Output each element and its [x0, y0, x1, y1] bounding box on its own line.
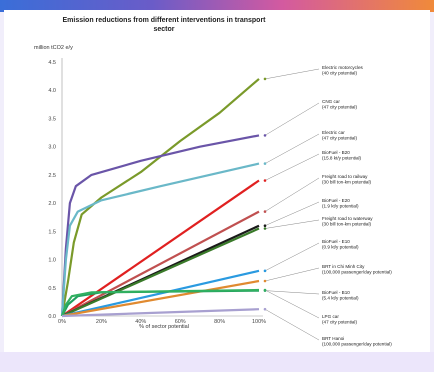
- legend-sublabel: (47 city potential): [322, 105, 357, 110]
- legend-label: Electric motorcycles: [322, 65, 364, 70]
- legend-marker: [263, 288, 267, 292]
- legend-marker: [263, 210, 267, 213]
- chart-title-line1: Emission reductions from different inter…: [62, 17, 266, 24]
- bottom-band: [0, 352, 434, 372]
- legend-label: BioFuel - E10: [322, 239, 350, 244]
- y-tick-label: 3.5: [48, 116, 56, 122]
- x-tick-label: 40%: [135, 319, 146, 325]
- legend-label: CNG car: [322, 99, 340, 104]
- x-axis-label: % of sector potential: [139, 324, 189, 330]
- legend-sublabel: (30 bill ton-km potential): [322, 180, 371, 185]
- x-tick-label: 60%: [175, 319, 186, 325]
- top-color-band: [0, 0, 434, 12]
- x-tick-label: 20%: [96, 319, 107, 325]
- y-tick-label: 4.5: [48, 60, 56, 66]
- series-line-9: [61, 279, 260, 318]
- legend-label: LPG car: [322, 314, 339, 319]
- series-line-8: [61, 269, 260, 318]
- legend-label: Electric car: [322, 130, 345, 135]
- legend-label: Freight road to waterway: [322, 216, 373, 221]
- legend-marker: [263, 134, 267, 137]
- legend-leader-line: [264, 267, 320, 282]
- legend-label: BRT in Chi Minh City: [322, 264, 365, 269]
- series-line-7: [61, 227, 260, 318]
- slide: Emission reductions from different inter…: [4, 10, 430, 352]
- legend-sublabel: (5.4 kt/y potential): [322, 296, 359, 301]
- legend-marker: [263, 307, 267, 311]
- legend-sublabel: (1.9 kt/y potential): [322, 204, 359, 209]
- series-line-1: [60, 78, 260, 317]
- legend-leader-line: [264, 68, 320, 80]
- legend-sublabel: (30 bill ton-km potential): [322, 222, 371, 227]
- legend-sublabel: (15.8 kt/y potential): [322, 156, 362, 161]
- series-line-4: [61, 179, 260, 317]
- legend-leader-line: [264, 290, 320, 295]
- legend-label: BioFuel - B20: [322, 150, 350, 155]
- x-tick-label: 100%: [252, 319, 266, 325]
- legend-marker: [263, 162, 267, 165]
- legend-label: Freight road to railway: [322, 174, 368, 179]
- legend-leader-line: [264, 133, 320, 164]
- legend-leader-line: [264, 242, 320, 272]
- legend-sublabel: (100,000 passenger/day potential): [322, 270, 392, 275]
- y-axis-label: million tCO2 e/y: [34, 45, 73, 51]
- legend-leader-line: [264, 201, 320, 226]
- series-lines: [60, 78, 260, 318]
- x-tick-label: 0%: [58, 319, 66, 325]
- legend-sublabel: (40 city potential): [322, 71, 357, 76]
- legend-leader-line: [264, 102, 320, 136]
- axes: 0.0 0.5 1.0 1.5 2.0 2.5 3.0 3.5 4.0 4.5 0% 20% 40% 60…: [48, 58, 266, 325]
- y-tick-label: 0.5: [48, 286, 56, 292]
- y-tick-label: 1.5: [48, 229, 56, 235]
- legend-leader-line: [264, 219, 320, 229]
- legend: Electric motorcycles(40 city potential) C…: [263, 65, 392, 347]
- legend-leader-line: [264, 153, 320, 181]
- legend-sublabel: (47 city potential): [322, 136, 357, 141]
- legend-marker: [263, 279, 267, 283]
- legend-label: BioFuel - B10: [322, 290, 350, 295]
- legend-sublabel: (0.9 kt/y potential): [322, 245, 359, 250]
- x-tick-label: 80%: [214, 319, 225, 325]
- legend-sublabel: (100,000 passenger/day potential): [322, 342, 392, 347]
- legend-marker: [263, 179, 267, 182]
- emission-chart: Emission reductions from different inter…: [34, 17, 392, 347]
- y-tick-label: 4.0: [48, 88, 56, 94]
- y-tick-label: 2.5: [48, 173, 56, 179]
- legend-leader-line: [264, 289, 320, 319]
- y-tick-label: 2.0: [48, 201, 56, 207]
- series-line-3: [60, 162, 260, 317]
- legend-leader-line: [264, 177, 320, 212]
- y-tick-label: 1.0: [48, 258, 56, 264]
- series-line-2: [60, 134, 260, 317]
- legend-sublabel: (47 city potential): [322, 320, 357, 325]
- legend-marker: [263, 224, 267, 227]
- legend-leader-line: [264, 309, 320, 341]
- legend-marker: [263, 77, 267, 81]
- legend-label: BRT Hanoi: [322, 336, 344, 341]
- legend-label: BioFuel - E20: [322, 198, 350, 203]
- series-line-11: [60, 288, 260, 317]
- series-line-5: [61, 210, 260, 317]
- y-tick-label: 3.0: [48, 145, 56, 151]
- series-line-12: [61, 308, 260, 318]
- legend-marker: [263, 269, 267, 273]
- chart-title-line2: sector: [153, 26, 174, 33]
- legend-marker: [263, 227, 267, 230]
- y-tick-label: 0.0: [48, 314, 56, 320]
